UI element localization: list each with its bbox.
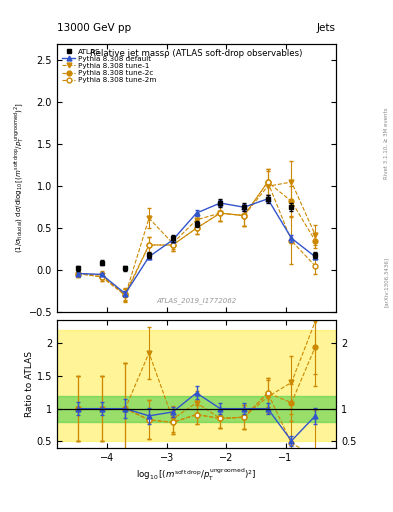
Text: [arXiv:1306.3436]: [arXiv:1306.3436] [384, 257, 388, 307]
Text: Jets: Jets [317, 23, 336, 33]
Bar [57, 396, 336, 422]
Text: Relative jet massρ (ATLAS soft-drop observables): Relative jet massρ (ATLAS soft-drop obse… [90, 49, 303, 58]
Y-axis label: Ratio to ATLAS: Ratio to ATLAS [25, 351, 34, 417]
Text: ATLAS_2019_I1772062: ATLAS_2019_I1772062 [156, 297, 237, 304]
X-axis label: $\log_{10}[(m^\mathrm{soft\,drop}/p_\mathrm{T}^\mathrm{ungroomed})^2]$: $\log_{10}[(m^\mathrm{soft\,drop}/p_\mat… [136, 467, 257, 483]
Legend: ATLAS, Pythia 8.308 default, Pythia 8.308 tune-1, Pythia 8.308 tune-2c, Pythia 8: ATLAS, Pythia 8.308 default, Pythia 8.30… [61, 47, 158, 84]
Y-axis label: $(1/\sigma_\mathrm{fiducial})$ d$\sigma$/d$\log_{10}[(m^\mathrm{soft\,drop}/p_T^: $(1/\sigma_\mathrm{fiducial})$ d$\sigma$… [12, 102, 26, 253]
Text: Rivet 3.1.10, ≥ 3M events: Rivet 3.1.10, ≥ 3M events [384, 108, 388, 179]
Text: 13000 GeV pp: 13000 GeV pp [57, 23, 131, 33]
Bar [57, 330, 336, 441]
